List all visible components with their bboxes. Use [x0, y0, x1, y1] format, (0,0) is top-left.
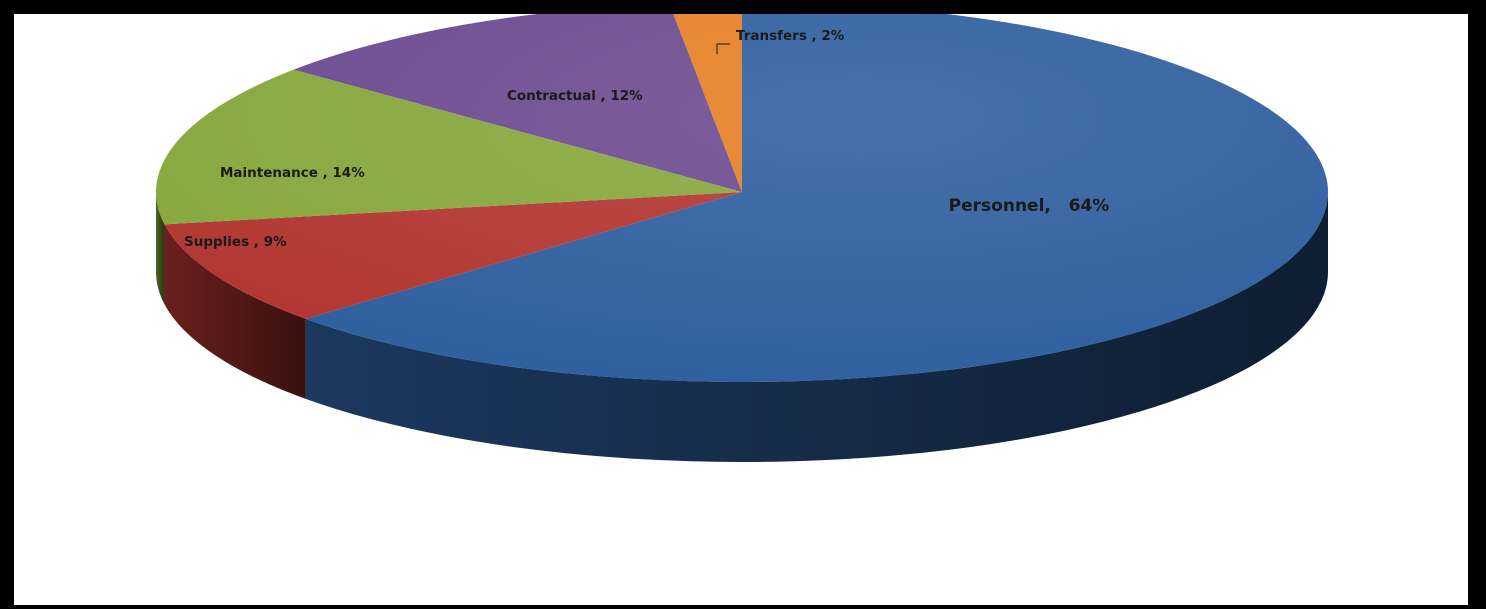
data-label-transfers: Transfers , 2%	[736, 28, 845, 44]
data-label-supplies: Supplies , 9%	[184, 234, 287, 250]
data-label-contractual: Contractual , 12%	[507, 88, 643, 104]
data-label-maintenance: Maintenance , 14%	[220, 165, 365, 181]
pie-chart: Personnel, 64% Supplies , 9% Maintenance ,…	[155, 14, 1328, 463]
data-label-personnel: Personnel, 64%	[949, 196, 1110, 216]
leader-line-transfers	[716, 43, 730, 54]
pie-top-shine	[156, 14, 1328, 382]
pie-side-shade	[305, 192, 1328, 463]
pie-side-shade	[156, 192, 165, 305]
chart-frame: Personnel, 64% Supplies , 9% Maintenance ,…	[10, 10, 1472, 605]
pie-side-shade	[164, 224, 306, 399]
